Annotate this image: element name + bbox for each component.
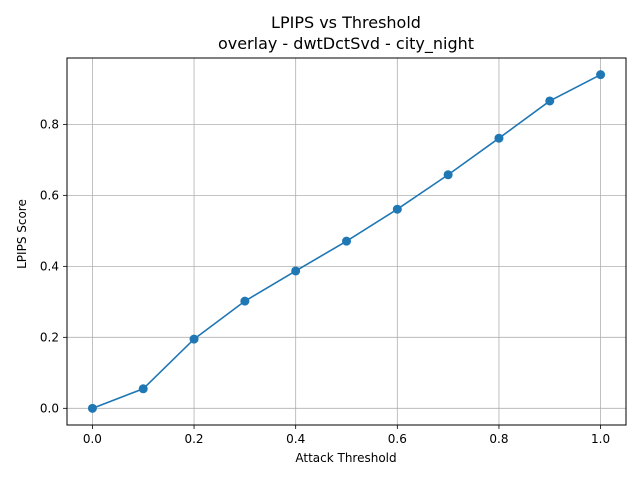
y-tick-label: 0.6 [40,188,59,202]
x-tick-label: 0.8 [489,432,508,446]
x-tick-label: 0.6 [388,432,407,446]
data-point [291,266,301,276]
x-tick-label: 0.0 [83,432,102,446]
data-point [240,296,250,306]
x-tick-label: 0.2 [184,432,203,446]
data-point [443,170,453,180]
data-point [596,70,606,80]
y-tick-label: 0.4 [40,259,59,273]
data-point [342,236,351,246]
data-point [392,204,402,214]
data-point [138,384,148,394]
x-axis-label: Attack Threshold [295,451,396,465]
y-tick-label: 0.0 [40,401,59,415]
x-tick-label: 1.0 [591,432,610,446]
y-axis-label: LPIPS Score [15,199,29,269]
y-tick-label: 0.8 [40,117,59,131]
data-point [545,96,555,106]
data-point [189,334,199,344]
chart-title: LPIPS vs Threshold [271,13,421,32]
chart-subtitle: overlay - dwtDctSvd - city_night [218,34,474,54]
y-tick-label: 0.2 [40,330,59,344]
x-tick-label: 0.4 [286,432,305,446]
data-point [87,403,97,413]
data-point [494,133,504,143]
ticks: 0.0 0.2 0.4 0.6 0.8 1.0 0.0 0.2 0.4 0.6 0.8 [40,117,610,446]
grid [67,58,626,425]
series-layer [87,70,606,413]
plot-frame [66,57,627,426]
